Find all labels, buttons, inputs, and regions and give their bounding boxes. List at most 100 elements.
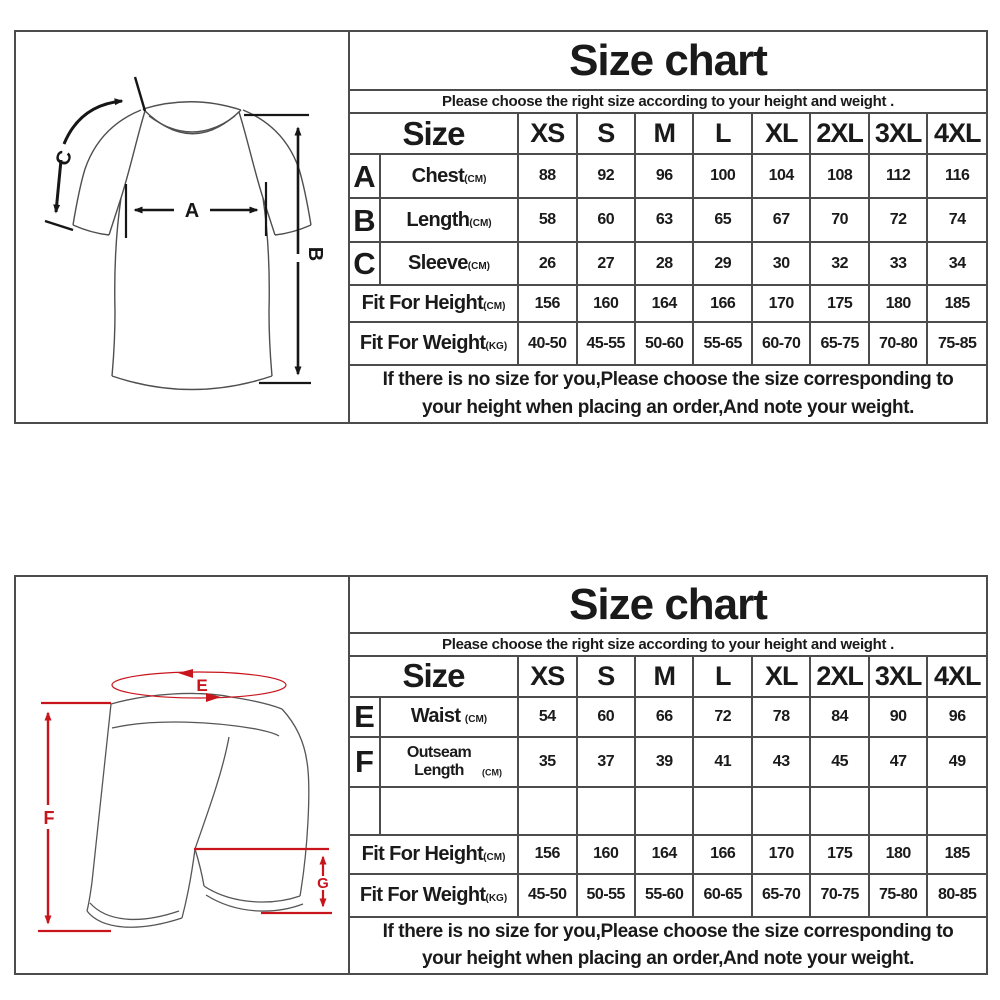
shorts-note-line2: your height when placing an order,And no… <box>421 948 915 970</box>
spacer-cell <box>517 785 578 836</box>
size-header-2xl: 2XL <box>809 114 870 155</box>
shirt-note-line2: your height when placing an order,And no… <box>421 397 915 418</box>
chest-value: 116 <box>926 153 986 199</box>
sleeve-label: Sleeve <box>408 252 468 274</box>
fit-weight-label: Fit For Weight <box>359 332 486 354</box>
chest-value: 92 <box>575 153 636 199</box>
measure-letter-f: F <box>350 735 381 788</box>
waist-row: E Waist (CM) 54 60 66 72 78 84 90 96 <box>350 695 986 738</box>
sleeve-value: 28 <box>633 241 695 286</box>
fit-height-value: 185 <box>926 284 986 323</box>
size-header-xs: XS <box>517 656 578 698</box>
shorts-size-note: If there is no size for you,Please choos… <box>350 918 986 973</box>
measure-letter-c: C <box>350 241 381 286</box>
length-arrow-label: B <box>304 247 326 261</box>
sleeve-value: 30 <box>750 241 812 286</box>
fit-weight-value: 60-70 <box>750 321 812 366</box>
size-header-m: M <box>633 656 695 698</box>
waist-unit: (CM) <box>464 714 488 726</box>
fit-weight-row: Fit For Weight(KG) 45-50 50-55 55-60 60-… <box>350 872 986 918</box>
length-value: 67 <box>750 197 812 243</box>
outseam-value: 39 <box>633 735 695 788</box>
sleeve-value: 34 <box>926 241 986 286</box>
shirt-chart-title: Size chart <box>569 35 768 85</box>
fit-height-value: 175 <box>809 284 870 323</box>
size-header-3xl: 3XL <box>867 114 929 155</box>
fit-height-value: 175 <box>809 833 870 875</box>
tshirt-outline <box>72 101 312 391</box>
chest-value: 88 <box>517 153 578 199</box>
shirt-chart-subtitle: Please choose the right size according t… <box>350 89 986 114</box>
size-header-l: L <box>692 656 753 698</box>
fit-weight-value: 65-70 <box>750 872 812 918</box>
waist-value: 72 <box>692 695 753 738</box>
fit-height-value: 166 <box>692 284 753 323</box>
fit-height-label-cell: Fit For Height(CM) <box>350 833 520 875</box>
sleeve-value: 26 <box>517 241 578 286</box>
outseam-arrow-label: F <box>44 808 55 828</box>
shorts-note-line1: If there is no size for you,Please choos… <box>382 920 954 942</box>
outseam-value: 37 <box>575 735 636 788</box>
fit-height-value: 170 <box>750 284 812 323</box>
shorts-size-chart-panel: E F G Size chart Please choose the right… <box>14 575 988 975</box>
length-label-cell: Length(CM) <box>378 197 520 243</box>
sleeve-value: 27 <box>575 241 636 286</box>
fit-height-unit: (CM) <box>483 301 506 312</box>
fit-height-value: 166 <box>692 833 753 875</box>
waist-arrow-label: E <box>196 676 207 695</box>
spacer-cell <box>926 785 986 836</box>
fit-weight-row: Fit For Weight(KG) 40-50 45-55 50-60 55-… <box>350 321 986 366</box>
hem-arrow-label: G <box>317 875 329 892</box>
fit-height-unit: (CM) <box>483 851 506 863</box>
fit-weight-value: 75-85 <box>926 321 986 366</box>
size-header-m: M <box>633 114 695 155</box>
spacer-cell <box>692 785 753 836</box>
measure-letter-b: B <box>350 197 381 243</box>
fit-weight-value: 50-55 <box>575 872 636 918</box>
fit-height-value: 156 <box>517 284 578 323</box>
outseam-label-cell: Outseam Length (CM) <box>378 735 520 788</box>
fit-height-row: Fit For Height(CM) 156 160 164 166 170 1… <box>350 284 986 323</box>
chest-value: 108 <box>809 153 870 199</box>
shirt-measure-arrows <box>44 76 311 385</box>
fit-weight-label: Fit For Weight <box>359 883 486 906</box>
outseam-value: 49 <box>926 735 986 788</box>
spacer-letter-cell <box>350 785 381 836</box>
fit-weight-value: 60-65 <box>692 872 753 918</box>
shorts-measure-arrows <box>38 671 332 933</box>
fit-height-value: 180 <box>867 833 929 875</box>
fit-weight-value: 55-65 <box>692 321 753 366</box>
fit-height-label: Fit For Height <box>361 292 484 314</box>
chest-row: A Chest(CM) 88 92 96 100 104 108 112 116 <box>350 153 986 199</box>
sleeve-value: 29 <box>692 241 753 286</box>
fit-height-value: 170 <box>750 833 812 875</box>
shirt-note-line1: If there is no size for you,Please choos… <box>382 369 954 391</box>
size-header-l: L <box>692 114 753 155</box>
outseam-value: 41 <box>692 735 753 788</box>
size-header-s: S <box>575 656 636 698</box>
sleeve-row: C Sleeve(CM) 26 27 28 29 30 32 33 34 <box>350 241 986 286</box>
spacer-cell <box>575 785 636 836</box>
spacer-row <box>350 785 986 836</box>
size-column-header: Size <box>350 114 520 155</box>
fit-weight-value: 45-50 <box>517 872 578 918</box>
fit-weight-value: 65-75 <box>809 321 870 366</box>
length-value: 74 <box>926 197 986 243</box>
shirt-size-header-row: Size XS S M L XL 2XL 3XL 4XL <box>350 114 986 155</box>
fit-height-value: 160 <box>575 833 636 875</box>
chest-value: 112 <box>867 153 929 199</box>
shorts-chart-title: Size chart <box>569 579 768 629</box>
waist-value: 60 <box>575 695 636 738</box>
chest-value: 104 <box>750 153 812 199</box>
fit-height-value: 164 <box>633 284 695 323</box>
outseam-value: 47 <box>867 735 929 788</box>
spacer-label-cell <box>378 785 520 836</box>
fit-weight-value: 80-85 <box>926 872 986 918</box>
length-value: 63 <box>633 197 695 243</box>
fit-height-value: 156 <box>517 833 578 875</box>
chest-unit: (CM) <box>464 173 487 185</box>
shirt-chart-area: Size chart Please choose the right size … <box>350 32 986 422</box>
measure-letter-a: A <box>350 153 381 199</box>
shorts-size-table: Size XS S M L XL 2XL 3XL 4XL E Waist (CM… <box>350 656 986 918</box>
size-column-header: Size <box>350 656 520 698</box>
